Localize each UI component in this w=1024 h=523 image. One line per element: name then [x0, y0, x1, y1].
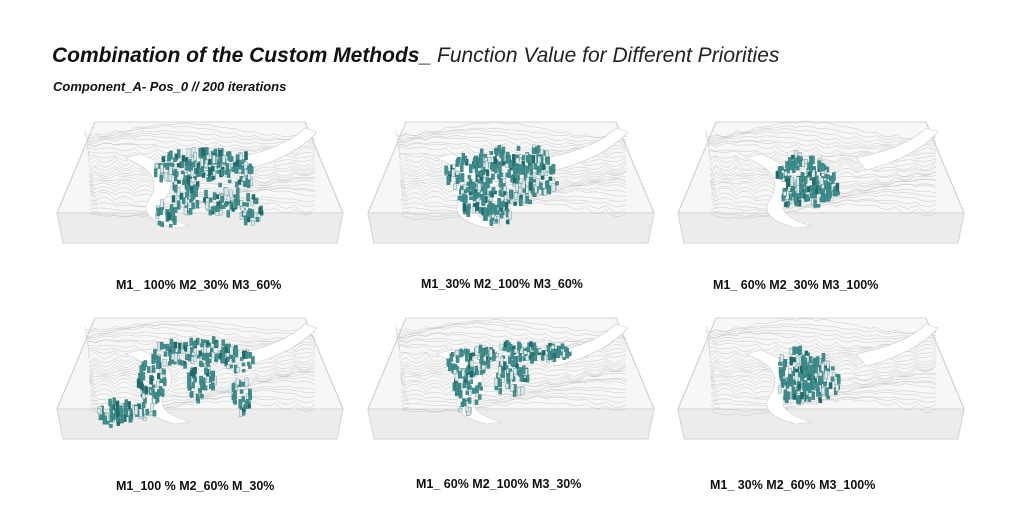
panel-caption-4: M1_100 % M2_60% M_30%	[116, 479, 275, 493]
terrain-panel-1	[55, 118, 345, 278]
terrain-panel-6	[676, 314, 966, 474]
panel-caption-1: M1_ 100% M2_30% M3_60%	[116, 278, 282, 292]
page-subtitle: Component_A- Pos_0 // 200 iterations	[53, 79, 287, 94]
page-title: Combination of the Custom Methods_ Funct…	[52, 44, 779, 68]
terrain-panel-4	[55, 314, 345, 474]
terrain-panel-5	[366, 314, 656, 474]
title-light: Function Value for Different Priorities	[437, 44, 780, 67]
terrain-panel-2	[366, 118, 656, 278]
title-bold: Combination of the Custom Methods_	[52, 44, 432, 67]
terrain-panel-3	[676, 118, 966, 278]
panel-caption-2: M1_30% M2_100% M3_60%	[421, 277, 583, 291]
panel-caption-3: M1_ 60% M2_30% M3_100%	[713, 278, 879, 292]
panel-caption-5: M1_ 60% M2_100% M3_30%	[416, 477, 582, 491]
panel-caption-6: M1_ 30% M2_60% M3_100%	[710, 478, 876, 492]
